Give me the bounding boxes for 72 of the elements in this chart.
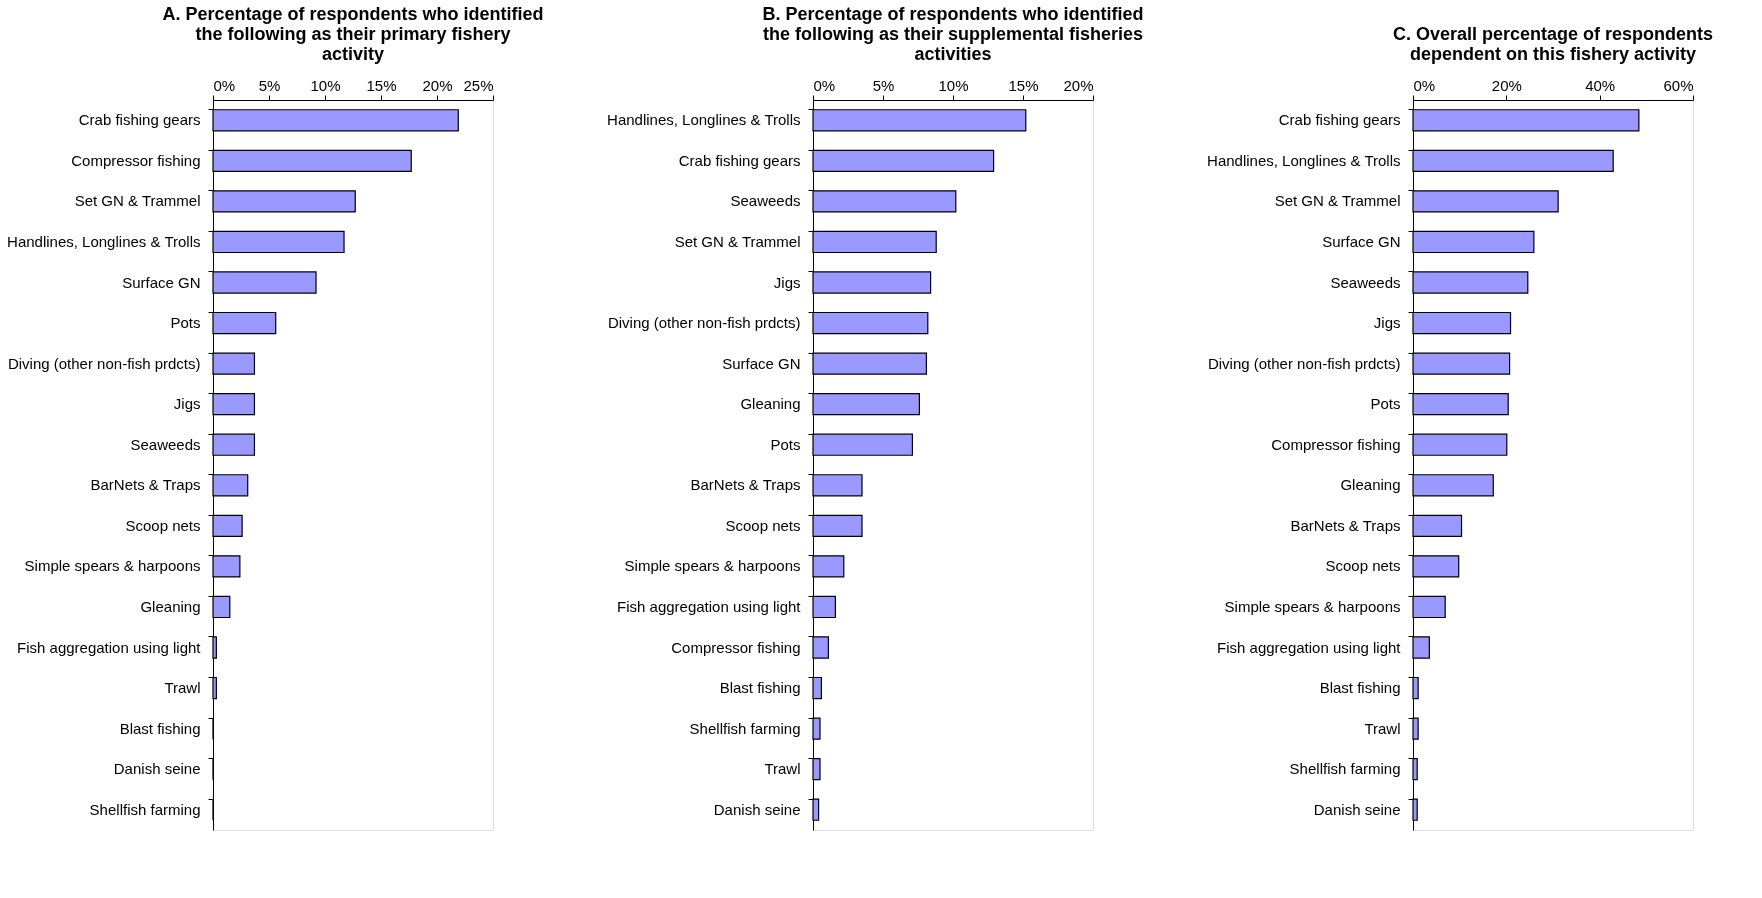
x-tick-label: 15% [366, 76, 397, 94]
y-tick-label: Diving (other non-fish prdcts) [1207, 354, 1401, 372]
y-tick-label: Diving (other non-fish prdcts) [7, 354, 201, 372]
y-tick-label: Trawl [164, 679, 201, 697]
y-tick-label: Blast fishing [1319, 679, 1401, 697]
y-tick-label: Seaweeds [1330, 273, 1401, 291]
y-tick-label: Shellfish farming [89, 800, 201, 818]
x-tick-label: 20% [1063, 76, 1094, 94]
x-tick-label: 0% [213, 76, 236, 94]
y-tick-label: Jigs [1373, 314, 1401, 332]
y-tick-label: Pots [170, 314, 201, 332]
y-tick-label: Simple spears & harpoons [624, 557, 801, 575]
x-tick-label: 20% [422, 76, 453, 94]
y-tick-label: Gleaning [740, 395, 801, 413]
y-tick-label: Crab fishing gears [78, 111, 201, 129]
y-tick-label: Fish aggregation using light [617, 597, 802, 615]
y-tick-label: Compressor fishing [71, 151, 201, 169]
chart-title: B. Percentage of respondents who identified the following as their supplemental fisheries activities [762, 4, 1144, 64]
y-tick-label: Pots [770, 435, 801, 453]
x-tick-label: 20% [1491, 76, 1522, 94]
x-tick-label: 10% [938, 76, 969, 94]
x-tick-label: 5% [872, 76, 895, 94]
y-tick-label: Simple spears & harpoons [1224, 597, 1401, 615]
y-tick-label: Danish seine [713, 800, 801, 818]
y-tick-label: BarNets & Traps [90, 476, 201, 494]
y-tick-label: Scoop nets [725, 516, 801, 534]
x-tick-label: 15% [1008, 76, 1039, 94]
chart-title: C. Overall percentage of respondents dependent on this fishery activity [1392, 24, 1714, 64]
y-tick-label: Shellfish farming [1289, 760, 1401, 778]
y-tick-label: Seaweeds [130, 435, 201, 453]
y-tick-label: BarNets & Traps [1290, 516, 1401, 534]
y-tick-label: Scoop nets [125, 516, 201, 534]
y-tick-label: Blast fishing [119, 719, 201, 737]
y-tick-label: Handlines, Longlines & Trolls [7, 232, 201, 250]
y-tick-label: Danish seine [113, 760, 201, 778]
y-tick-label: Surface GN [122, 273, 201, 291]
y-tick-label: Gleaning [1340, 476, 1401, 494]
y-tick-label: Scoop nets [1325, 557, 1401, 575]
y-tick-label: Shellfish farming [689, 719, 801, 737]
x-tick-label: 0% [813, 76, 836, 94]
y-tick-label: Crab fishing gears [678, 151, 801, 169]
y-tick-label: Pots [1370, 395, 1401, 413]
y-tick-label: Surface GN [722, 354, 801, 372]
x-tick-label: 10% [310, 76, 341, 94]
y-tick-label: Handlines, Longlines & Trolls [607, 111, 801, 129]
y-tick-label: Diving (other non-fish prdcts) [607, 314, 801, 332]
chart-title: A. Percentage of respondents who identified the following as their primary fishery activity [162, 4, 544, 64]
x-tick-label: 5% [258, 76, 281, 94]
y-tick-label: Danish seine [1313, 800, 1401, 818]
y-tick-label: Crab fishing gears [1278, 111, 1401, 129]
x-tick-label: 40% [1585, 76, 1616, 94]
y-tick-label: BarNets & Traps [690, 476, 801, 494]
y-tick-label: Blast fishing [719, 679, 801, 697]
y-tick-label: Set GN & Trammel [674, 232, 801, 250]
y-tick-label: Jigs [173, 395, 201, 413]
y-tick-label: Set GN & Trammel [74, 192, 201, 210]
x-tick-label: 25% [463, 76, 494, 94]
y-tick-label: Set GN & Trammel [1274, 192, 1401, 210]
y-tick-label: Trawl [764, 760, 801, 778]
y-tick-label: Trawl [1364, 719, 1401, 737]
y-tick-label: Fish aggregation using light [17, 638, 202, 656]
y-tick-label: Compressor fishing [671, 638, 801, 656]
y-tick-label: Handlines, Longlines & Trolls [1207, 151, 1401, 169]
y-tick-label: Compressor fishing [1271, 435, 1401, 453]
y-tick-label: Fish aggregation using light [1217, 638, 1402, 656]
x-tick-label: 0% [1413, 76, 1436, 94]
y-tick-label: Jigs [773, 273, 801, 291]
y-tick-label: Surface GN [1322, 232, 1401, 250]
x-tick-label: 60% [1663, 76, 1694, 94]
y-tick-label: Gleaning [140, 597, 201, 615]
y-tick-label: Simple spears & harpoons [24, 557, 201, 575]
y-tick-label: Seaweeds [730, 192, 801, 210]
